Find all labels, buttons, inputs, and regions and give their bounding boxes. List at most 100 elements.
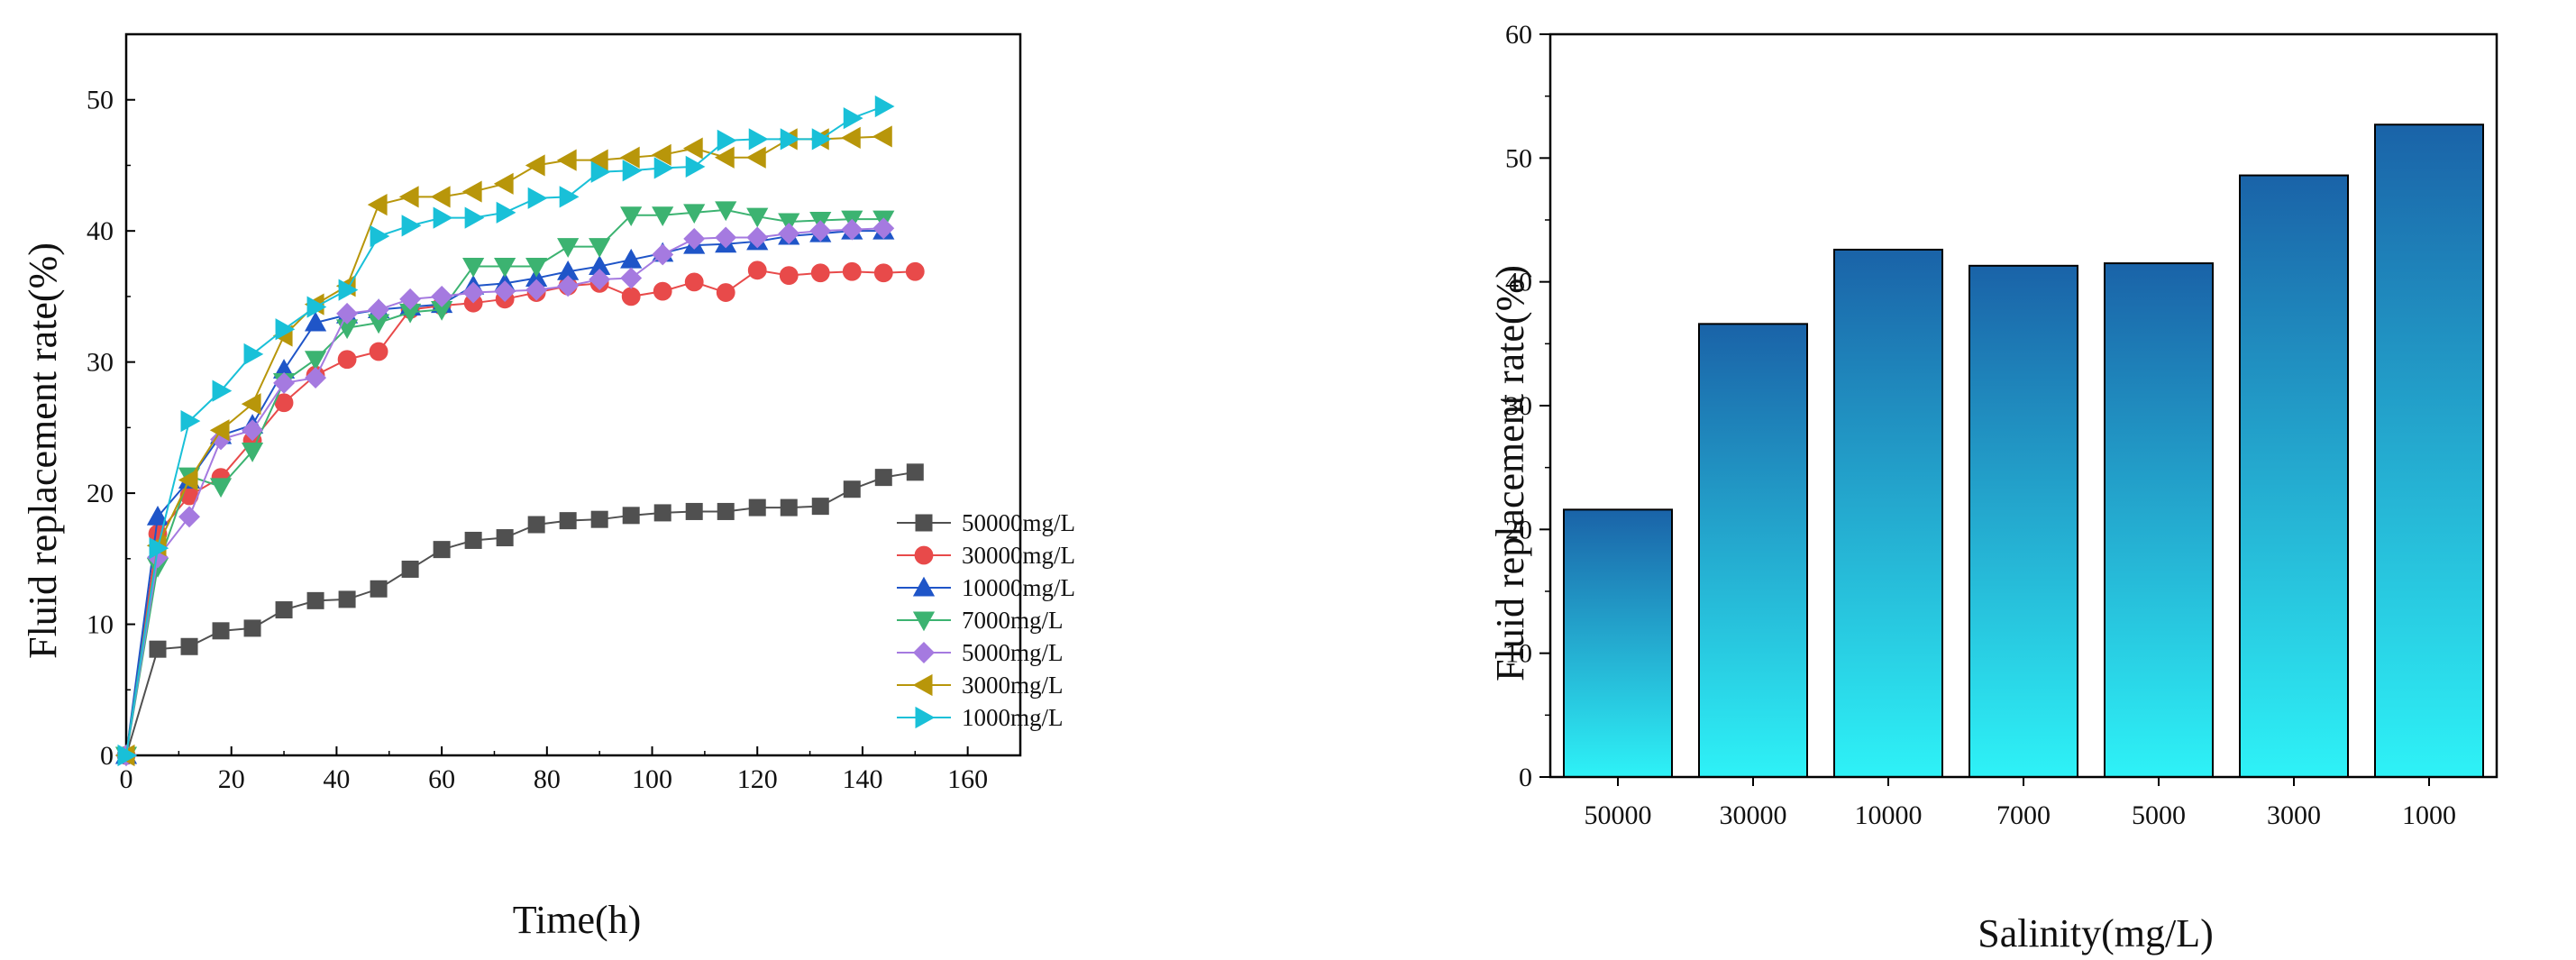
data-point	[241, 443, 264, 462]
data-point	[178, 506, 200, 528]
data-point	[682, 137, 703, 160]
x-tick-label: 160	[947, 764, 988, 794]
data-point	[906, 463, 924, 481]
data-point	[717, 502, 735, 520]
data-point	[652, 243, 674, 266]
data-point	[874, 469, 892, 487]
data-point	[305, 367, 327, 389]
data-point	[241, 393, 261, 416]
data-point	[653, 281, 672, 301]
data-point	[714, 146, 735, 169]
x-tick-label: 10000	[1855, 800, 1923, 830]
legend-label: 3000mg/L	[962, 672, 1064, 699]
y-tick-label: 10	[1505, 639, 1532, 669]
data-point	[715, 201, 737, 222]
y-tick-label: 10	[87, 610, 114, 640]
x-tick-label: 80	[534, 764, 561, 794]
legend-item: 30000mg/L	[897, 542, 1075, 569]
y-tick-label: 50	[1505, 143, 1532, 173]
line-chart-legend: 50000mg/L 30000mg/L 10000mg/L 7000mg/L 5000m…	[897, 509, 1075, 731]
data-point	[556, 149, 577, 171]
data-point	[275, 601, 293, 619]
y-tick-label: 20	[87, 479, 114, 508]
data-point	[399, 288, 422, 310]
x-tick-label: 100	[632, 764, 672, 794]
data-point	[809, 220, 832, 242]
bar-7000	[1969, 264, 2078, 778]
legend-label: 5000mg/L	[962, 639, 1064, 666]
data-point	[146, 505, 169, 526]
data-point	[685, 502, 703, 520]
data-point	[778, 213, 800, 233]
data-point	[117, 744, 138, 767]
data-point	[462, 257, 485, 278]
data-point	[811, 128, 832, 151]
data-point	[745, 146, 766, 169]
data-point	[149, 640, 167, 658]
data-point	[651, 143, 671, 166]
data-point	[716, 283, 735, 302]
data-point	[653, 157, 674, 179]
y-tick-label: 50	[87, 86, 114, 115]
x-tick-label: 0	[120, 764, 133, 794]
data-point	[872, 125, 892, 148]
data-point	[590, 510, 608, 528]
data-point	[841, 218, 863, 241]
data-point	[746, 207, 769, 228]
data-point	[622, 160, 643, 182]
x-tick-label: 120	[737, 764, 778, 794]
line-chart-y-axis-label: Fluid replacement rate(%)	[21, 242, 65, 659]
x-tick-label: 7000	[1996, 800, 2051, 830]
data-point	[589, 269, 611, 290]
data-point	[778, 223, 800, 245]
legend-marker	[914, 545, 934, 565]
line-chart-x-axis-label: Time(h)	[513, 898, 642, 942]
data-point	[464, 531, 482, 549]
data-point	[559, 186, 580, 208]
legend-label: 30000mg/L	[962, 542, 1075, 569]
data-point	[433, 206, 453, 229]
data-point	[811, 498, 829, 516]
series-30000mg/L	[116, 261, 925, 765]
data-point	[304, 311, 327, 332]
data-point	[242, 419, 264, 442]
data-point	[620, 206, 643, 227]
legend-marker	[912, 673, 933, 697]
data-point	[496, 201, 516, 224]
data-point	[367, 193, 388, 216]
series-5000mg/L	[115, 217, 895, 766]
data-point	[462, 281, 485, 304]
series-50000mg/L	[117, 463, 924, 764]
data-point	[461, 180, 482, 203]
data-point	[368, 298, 390, 321]
line-chart-frame	[124, 32, 1022, 757]
line-chart-series	[114, 95, 925, 767]
data-point	[337, 350, 357, 370]
line-chart-axes: 0 20 40 60 80 100 120 140 160 0 10 20 30 40 50	[87, 32, 1022, 794]
data-point	[430, 186, 451, 208]
legend-item: 10000mg/L	[897, 574, 1075, 601]
data-point	[779, 266, 799, 286]
data-point	[338, 590, 356, 608]
bar-3000	[2239, 174, 2349, 778]
data-point	[178, 469, 198, 491]
bar-50000	[1563, 508, 1673, 778]
bar-chart-bars	[1563, 123, 2484, 779]
data-point	[275, 318, 296, 341]
data-point	[527, 187, 548, 209]
data-point	[872, 217, 895, 240]
legend-item: 1000mg/L	[897, 704, 1064, 731]
data-point	[306, 296, 327, 318]
data-point	[494, 280, 516, 303]
y-tick-label: 40	[87, 216, 114, 246]
data-point	[180, 409, 201, 433]
bar-5000	[2104, 262, 2214, 779]
bar-30000	[1698, 323, 1808, 778]
data-point	[559, 512, 577, 530]
y-tick-label: 40	[1505, 268, 1532, 297]
legend-label: 10000mg/L	[962, 574, 1075, 601]
data-point	[747, 261, 767, 280]
x-tick-label: 5000	[2132, 800, 2186, 830]
data-point	[842, 261, 862, 281]
legend-item: 5000mg/L	[897, 639, 1064, 666]
